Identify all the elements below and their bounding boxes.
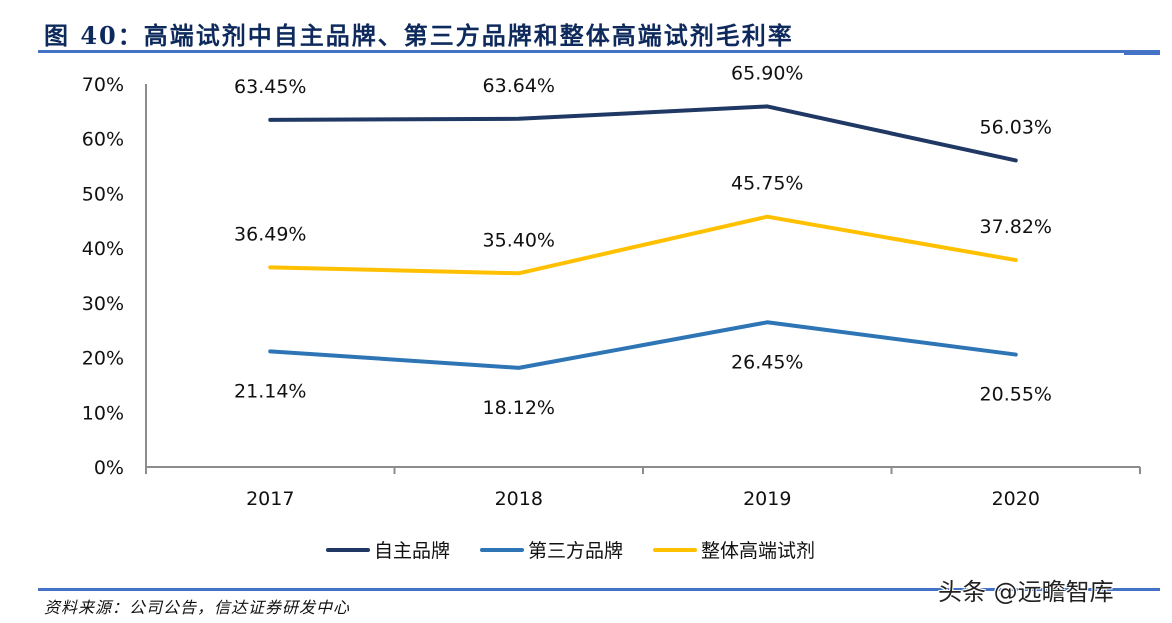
title-divider-tab [1124, 50, 1160, 55]
legend-item-overall: 整体高端试剂 [653, 536, 815, 563]
y-tick-label: 10% [82, 402, 124, 424]
title-divider [38, 50, 1160, 53]
y-tick-label: 60% [82, 129, 124, 151]
data-label: 35.40% [483, 229, 555, 251]
data-label: 65.90% [731, 62, 803, 84]
data-label: 63.45% [234, 76, 306, 98]
legend-item-own-brand: 自主品牌 [326, 536, 450, 563]
y-tick-label: 50% [82, 183, 124, 205]
data-labels: 63.45% 63.64% 65.90% 56.03% 21.14% 18.12% 26.4… [234, 62, 1052, 418]
legend-swatch-third-party [480, 547, 525, 552]
legend-item-third-party: 第三方品牌 [480, 536, 623, 563]
legend-swatch-own-brand [326, 547, 370, 552]
y-tick-label: 20% [82, 348, 124, 370]
series-line-2 [268, 214, 1018, 276]
x-axis: 2017 2018 2019 2020 [145, 466, 1141, 510]
series-line-1 [268, 320, 1018, 370]
figure-title: 图 40：高端试剂中自主品牌、第三方品牌和整体高端试剂毛利率 [44, 21, 794, 50]
data-label: 20.55% [980, 384, 1052, 406]
y-tick-label: 40% [82, 238, 124, 260]
legend-swatch-overall [653, 547, 698, 552]
data-label: 21.14% [234, 380, 306, 402]
legend-label-overall: 整体高端试剂 [701, 540, 816, 562]
source-note: 资料来源：公司公告，信达证券研发中心 [44, 598, 351, 617]
x-tick-label: 2017 [246, 488, 294, 510]
x-tick-label: 2018 [495, 488, 543, 510]
y-axis: 0% 10% 20% 30% 40% 50% 60% 70% [82, 74, 147, 479]
data-label: 26.45% [731, 351, 803, 373]
x-tick-label: 2020 [992, 488, 1040, 510]
data-label: 56.03% [980, 116, 1052, 138]
legend-label-third-party: 第三方品牌 [528, 540, 624, 562]
source-divider [38, 588, 1160, 591]
x-tick-label: 2019 [743, 488, 791, 510]
data-label: 45.75% [731, 173, 803, 195]
data-label: 18.12% [483, 397, 555, 419]
y-tick-label: 0% [94, 457, 124, 479]
data-label: 37.82% [980, 216, 1052, 238]
data-label: 63.64% [483, 75, 555, 97]
series-line-0 [268, 104, 1018, 163]
series-lines [268, 104, 1018, 370]
chart-legend: 自主品牌 第三方品牌 整体高端试剂 [326, 536, 845, 563]
y-tick-label: 70% [82, 74, 124, 96]
y-tick-label: 30% [82, 293, 124, 315]
legend-label-own-brand: 自主品牌 [374, 540, 451, 562]
watermark: 头条 @远瞻智库 [938, 578, 1114, 606]
data-label: 36.49% [234, 223, 306, 245]
